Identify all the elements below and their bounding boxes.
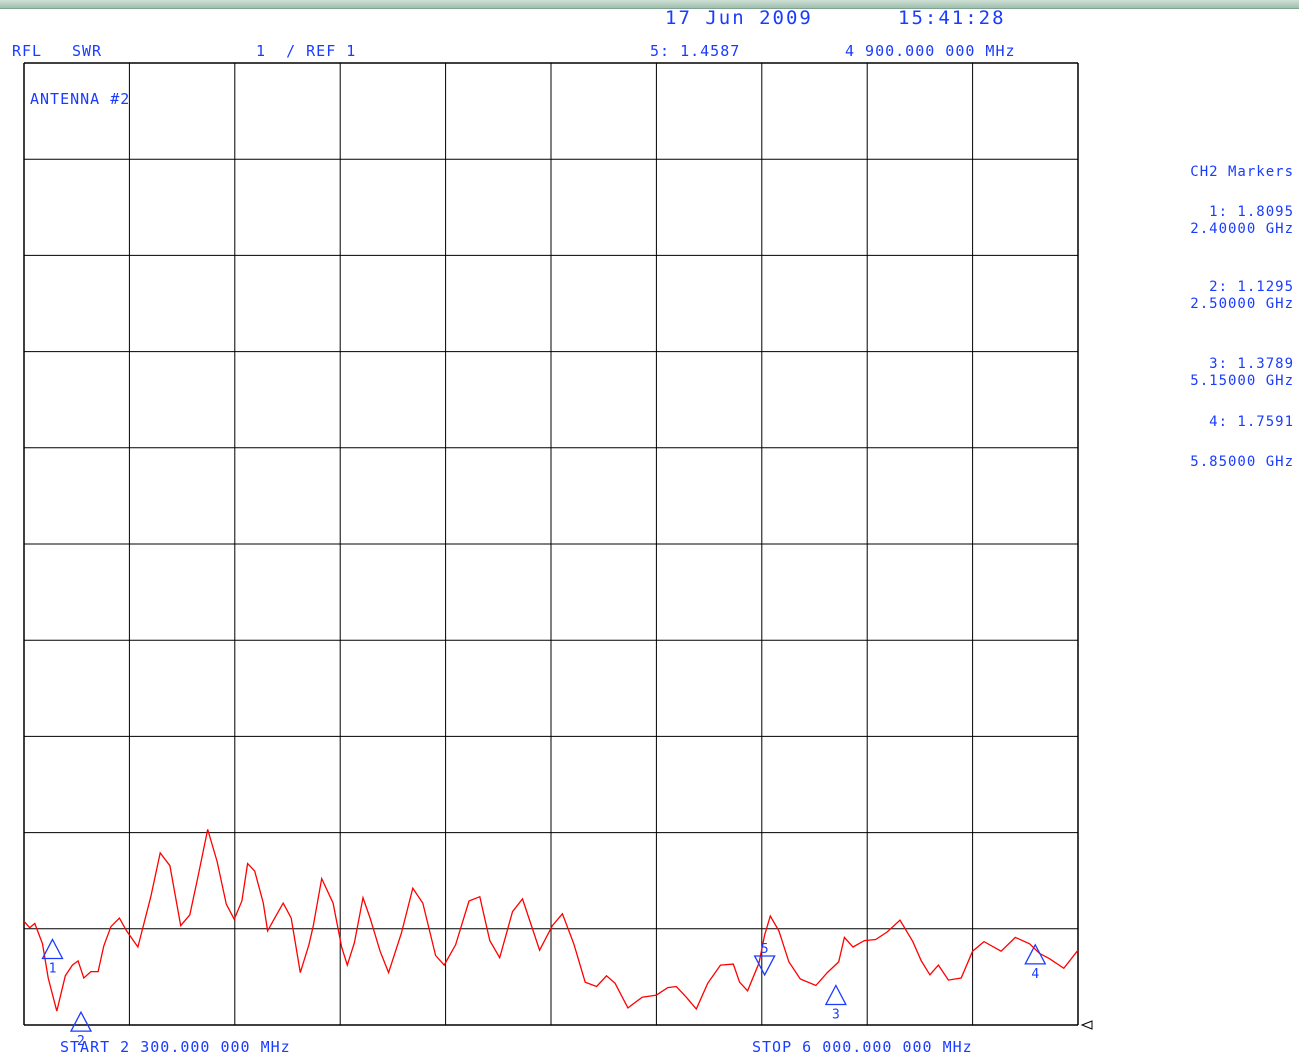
active-marker-frequency: 4 900.000 000 MHz (845, 42, 1016, 60)
active-marker-readout: 5: 1.4587 (650, 42, 741, 60)
mode-label: RFL (12, 42, 43, 60)
swr-trace-line (23, 829, 1079, 1012)
marker-1-triangle-icon (41, 938, 64, 960)
marker-4-freq: 5.85000 GHz (1190, 454, 1294, 470)
chart-title: ANTENNA #2 (30, 90, 131, 108)
stop-frequency-label: STOP 6 000.000 000 MHz (752, 1038, 973, 1056)
start-frequency-label: START 2 300.000 000 MHz (60, 1038, 291, 1056)
marker-4-value: 4: 1.7591 (1209, 414, 1294, 430)
marker-5-triangle-icon (753, 955, 776, 977)
marker-1-label: 1 (49, 961, 57, 976)
markers-panel-title: CH2 Markers (1190, 164, 1294, 180)
marker-3-label: 3 (832, 1007, 840, 1022)
time-label: 15:41:28 (898, 7, 1006, 29)
marker-2-value: 2: 1.1295 (1209, 279, 1294, 295)
scale-label: 1 / REF 1 (256, 42, 357, 60)
marker-2-freq: 2.50000 GHz (1190, 296, 1294, 312)
window-top-strip (0, 0, 1299, 9)
marker-3-freq: 5.15000 GHz (1190, 373, 1294, 389)
marker-3-value: 3: 1.3789 (1209, 356, 1294, 372)
marker-1-freq: 2.40000 GHz (1190, 221, 1294, 237)
date-label: 17 Jun 2009 (665, 7, 813, 29)
marker-3-triangle-icon (824, 984, 847, 1006)
format-label: SWR (72, 42, 103, 60)
reference-level-icon (1080, 1020, 1093, 1030)
marker-2-triangle-icon (69, 1010, 93, 1032)
marker-5-label: 5 (761, 942, 769, 957)
marker-1-value: 1: 1.8095 (1209, 204, 1294, 220)
marker-4-triangle-icon (1024, 943, 1047, 965)
marker-4-label: 4 (1031, 967, 1039, 982)
marker-2-label: 2 (77, 1034, 85, 1049)
